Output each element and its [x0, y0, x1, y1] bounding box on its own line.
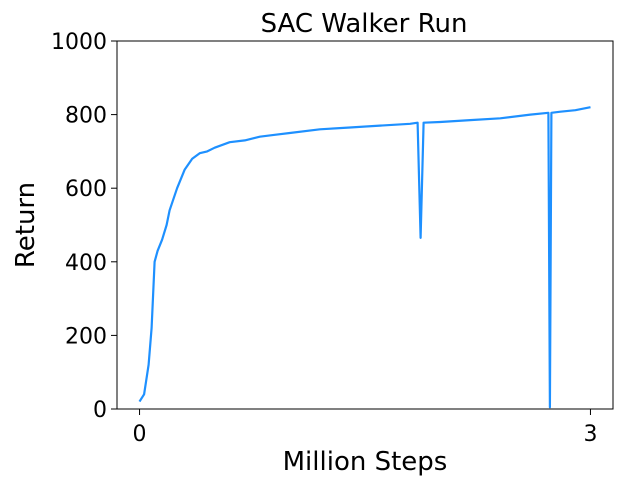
y-tick-label: 400 [65, 251, 107, 276]
x-axis-title: Million Steps [283, 447, 448, 477]
x-tick-label: 0 [133, 422, 147, 447]
y-axis-title: Return [11, 182, 41, 268]
chart-title: SAC Walker Run [261, 9, 468, 39]
plot-area [138, 106, 591, 409]
axis-ticks: 0 200 400 600 800 1000 0 3 [51, 30, 597, 447]
y-tick-label: 0 [93, 398, 107, 423]
plot-frame [116, 40, 614, 410]
x-tick-label: 3 [583, 422, 597, 447]
series-line [138, 106, 591, 409]
y-tick-label: 600 [65, 177, 107, 202]
y-tick-label: 1000 [51, 30, 107, 55]
y-tick-label: 200 [65, 324, 107, 349]
y-tick-label: 800 [65, 104, 107, 129]
